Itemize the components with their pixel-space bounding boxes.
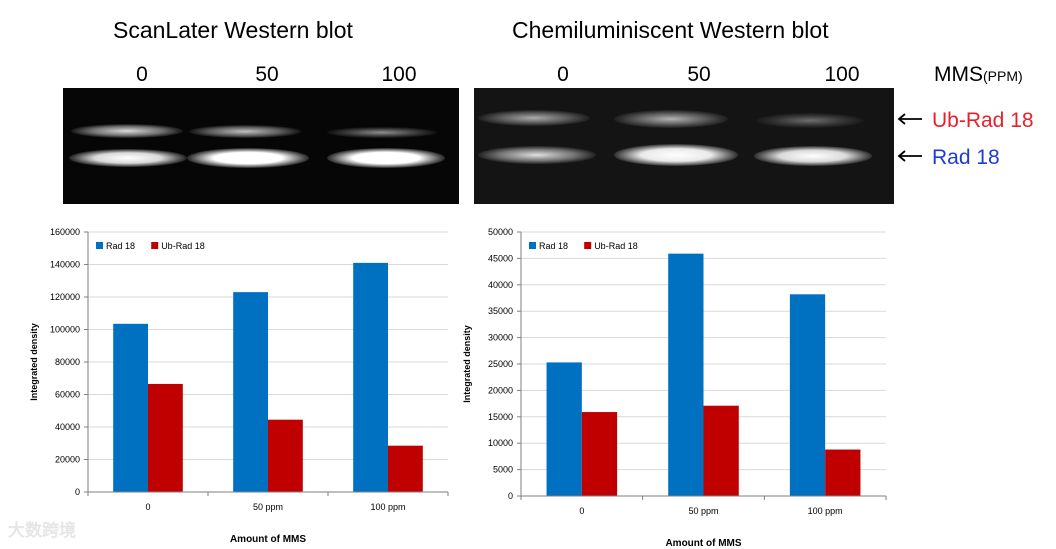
y-tick-label: 40000 xyxy=(488,280,513,290)
legend-swatch-ubrad18 xyxy=(584,242,592,249)
rad18-arrow-icon xyxy=(897,150,922,162)
y-tick-label: 35000 xyxy=(488,306,513,316)
chemi-title: Chemiluminiscent Western blot xyxy=(512,17,829,43)
scanlater-lane-50: 50 xyxy=(255,63,279,86)
bar-rad18-1 xyxy=(668,253,704,496)
y-tick-label: 30000 xyxy=(488,333,513,343)
y-axis-title: Integrated density xyxy=(462,325,472,403)
scanlater-blot-image xyxy=(63,88,459,204)
legend-label-rad18: Rad 18 xyxy=(106,241,135,251)
bar-ubrad18-1 xyxy=(703,405,739,496)
legend-label-ubrad18: Ub-Rad 18 xyxy=(161,241,205,251)
watermark: 大数跨境 xyxy=(8,521,76,540)
bar-ubrad18-2 xyxy=(825,449,861,496)
bar-rad18-1 xyxy=(233,292,268,492)
y-axis-title: Integrated density xyxy=(29,323,39,401)
chemi-blot-image xyxy=(474,88,894,204)
x-axis-title: Amount of MMS xyxy=(230,534,306,545)
y-tick-label: 160000 xyxy=(50,227,80,237)
y-tick-label: 0 xyxy=(508,491,513,501)
legend-swatch-rad18 xyxy=(96,242,103,249)
y-tick-label: 0 xyxy=(75,487,80,497)
chemi-lane-0: 0 xyxy=(557,63,569,86)
y-tick-label: 140000 xyxy=(50,260,80,270)
scanlater-title: ScanLater Western blot xyxy=(113,17,353,43)
scanlater-lane-100: 100 xyxy=(381,63,417,86)
chemi-lane-100: 100 xyxy=(824,63,860,86)
legend-label-rad18: Rad 18 xyxy=(539,241,568,251)
y-tick-label: 20000 xyxy=(55,455,80,465)
y-tick-label: 80000 xyxy=(55,357,80,367)
ub-rad18-band-label: Ub-Rad 18 xyxy=(932,109,1034,132)
y-tick-label: 120000 xyxy=(50,292,80,302)
y-tick-label: 60000 xyxy=(55,390,80,400)
y-tick-label: 10000 xyxy=(488,438,513,448)
bar-ubrad18-0 xyxy=(581,412,618,496)
legend-label-ubrad18: Ub-Rad 18 xyxy=(594,241,638,251)
y-tick-label: 5000 xyxy=(493,465,513,475)
mms-label: MMS(PPM) xyxy=(934,63,1023,86)
ub-rad18-arrow-icon xyxy=(897,113,922,125)
bar-rad18-2 xyxy=(353,262,388,492)
x-tick-label: 0 xyxy=(145,502,150,512)
bar-ubrad18-1 xyxy=(268,419,303,492)
bar-rad18-2 xyxy=(789,294,826,496)
x-tick-label: 100 ppm xyxy=(370,502,405,512)
y-tick-label: 40000 xyxy=(55,422,80,432)
x-axis-title: Amount of MMS xyxy=(665,538,741,549)
bar-rad18-0 xyxy=(546,362,582,496)
y-tick-label: 50000 xyxy=(488,227,513,237)
bar-ubrad18-2 xyxy=(388,445,423,492)
chemi-lane-50: 50 xyxy=(687,63,711,86)
y-tick-label: 15000 xyxy=(488,412,513,422)
rad18-band-label: Rad 18 xyxy=(932,146,1000,169)
x-tick-label: 50 ppm xyxy=(688,506,718,516)
y-tick-label: 45000 xyxy=(488,253,513,263)
chemi-bar-chart: 0 5000 10000 15000 20000 25000 30000 35000 40000… xyxy=(462,227,887,549)
y-tick-label: 25000 xyxy=(488,359,513,369)
x-tick-label: 50 ppm xyxy=(253,502,283,512)
scanlater-lane-0: 0 xyxy=(136,63,148,86)
x-tick-label: 0 xyxy=(579,506,584,516)
bar-ubrad18-0 xyxy=(148,383,183,492)
y-tick-label: 20000 xyxy=(488,385,513,395)
legend-swatch-rad18 xyxy=(529,242,536,249)
x-tick-label: 100 ppm xyxy=(808,506,843,516)
y-tick-label: 100000 xyxy=(50,325,80,335)
bar-rad18-0 xyxy=(113,323,148,492)
scanlater-bar-chart: 0 20000 40000 60000 80000 100000 120000 140000 1… xyxy=(29,227,449,545)
legend-swatch-ubrad18 xyxy=(151,242,159,249)
